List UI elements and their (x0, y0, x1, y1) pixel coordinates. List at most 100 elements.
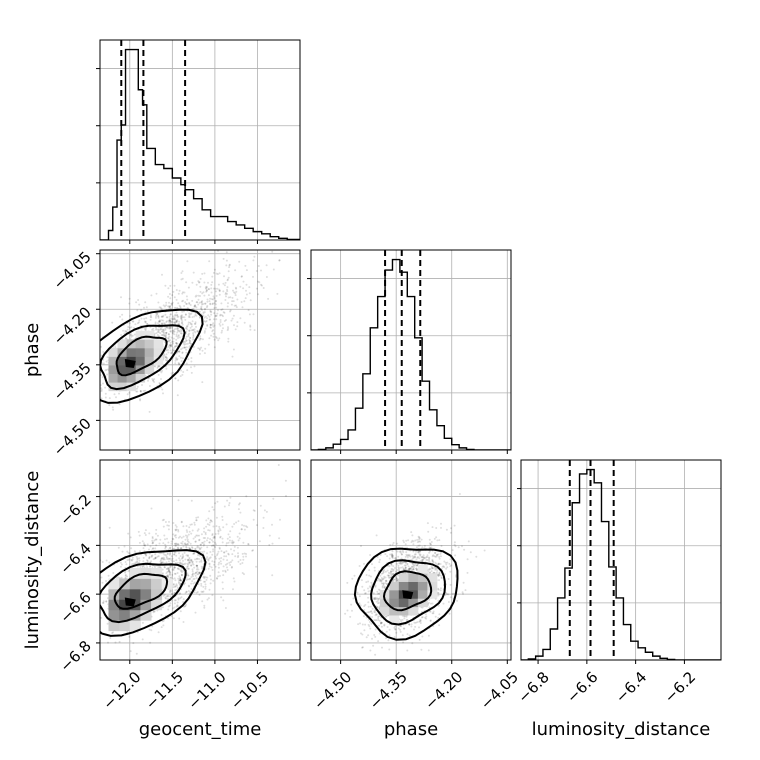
sample-point (209, 574, 212, 577)
sample-point (272, 268, 275, 271)
sample-point (361, 646, 364, 649)
sample-point (102, 601, 105, 604)
sample-point (227, 296, 230, 299)
sample-point (152, 327, 155, 330)
sample-point (464, 589, 467, 592)
sample-point (198, 347, 201, 350)
sample-point (222, 599, 225, 602)
sample-point (167, 333, 170, 336)
sample-point (172, 317, 175, 320)
sample-point (108, 397, 111, 400)
sample-point (245, 289, 247, 292)
sample-point (186, 342, 189, 345)
sample-point (174, 345, 177, 348)
sample-point (213, 287, 215, 290)
sample-point (449, 565, 452, 568)
sample-point (95, 388, 97, 390)
sample-point (384, 582, 387, 585)
sample-point (466, 571, 469, 574)
sample-point (181, 571, 183, 574)
sample-point (154, 547, 157, 550)
sample-point (463, 548, 466, 551)
sample-point (176, 586, 179, 589)
sample-point (438, 556, 441, 558)
sample-point (414, 555, 417, 558)
density-cell (408, 589, 419, 599)
sample-point (368, 625, 371, 628)
sample-point (181, 270, 184, 273)
sample-point (167, 570, 170, 573)
sample-point (236, 321, 239, 324)
sample-point (399, 550, 402, 553)
sample-point (351, 609, 353, 612)
sample-point (227, 533, 230, 536)
sample-point (184, 592, 187, 594)
sample-point (375, 600, 378, 603)
sample-point (418, 550, 421, 553)
sample-point (171, 537, 174, 540)
sample-point (224, 563, 227, 566)
sample-point (205, 285, 208, 288)
sample-point (252, 259, 255, 262)
sample-point (179, 356, 182, 359)
sample-point (171, 340, 174, 343)
sample-point (202, 537, 205, 539)
sample-point (168, 573, 171, 576)
sample-point (81, 404, 83, 406)
sample-point (144, 389, 147, 392)
sample-point (210, 326, 212, 329)
sample-point (179, 579, 182, 582)
sample-point (435, 536, 438, 539)
sample-point (179, 562, 182, 565)
sample-point (243, 528, 246, 531)
sample-point (209, 521, 211, 524)
sample-point (163, 534, 166, 537)
sample-point (371, 637, 373, 640)
sample-point (435, 555, 438, 558)
sample-point (165, 336, 168, 339)
sample-point (212, 298, 215, 301)
sample-point (198, 301, 201, 304)
sample-point (187, 286, 190, 289)
sample-point (183, 582, 186, 585)
sample-point (204, 531, 207, 534)
sample-point (204, 302, 207, 305)
sample-point (126, 550, 129, 553)
sample-point (136, 565, 139, 568)
sample-point (188, 330, 191, 332)
sample-point (182, 569, 185, 572)
sample-point (449, 558, 452, 561)
sample-point (198, 558, 200, 560)
sample-point (205, 558, 208, 560)
x-tick-label: −11.0 (184, 668, 229, 713)
sample-point (160, 557, 163, 560)
sample-point (208, 288, 211, 291)
density-cell (119, 599, 131, 611)
sample-point (203, 577, 206, 580)
sample-point (179, 579, 182, 582)
sample-point (233, 324, 235, 327)
sample-point (173, 606, 176, 609)
sample-point (419, 553, 422, 556)
sample-point (378, 601, 380, 604)
sample-point (123, 545, 126, 548)
sample-point (101, 376, 104, 379)
sample-point (188, 556, 191, 559)
sample-point (365, 636, 368, 639)
sample-point (186, 536, 189, 539)
sample-point (219, 319, 222, 321)
sample-point (157, 301, 160, 304)
sample-point (180, 574, 183, 576)
sample-point (421, 556, 424, 559)
density-cell (427, 581, 438, 591)
sample-point (221, 537, 224, 540)
sample-point (166, 571, 169, 573)
sample-point (175, 584, 178, 587)
sample-point (167, 295, 170, 298)
sample-point (215, 306, 218, 309)
x-tick-label: −11.5 (142, 668, 187, 713)
sample-point (209, 310, 212, 313)
sample-point (198, 534, 200, 537)
sample-point (105, 559, 108, 562)
sample-point (439, 574, 442, 577)
